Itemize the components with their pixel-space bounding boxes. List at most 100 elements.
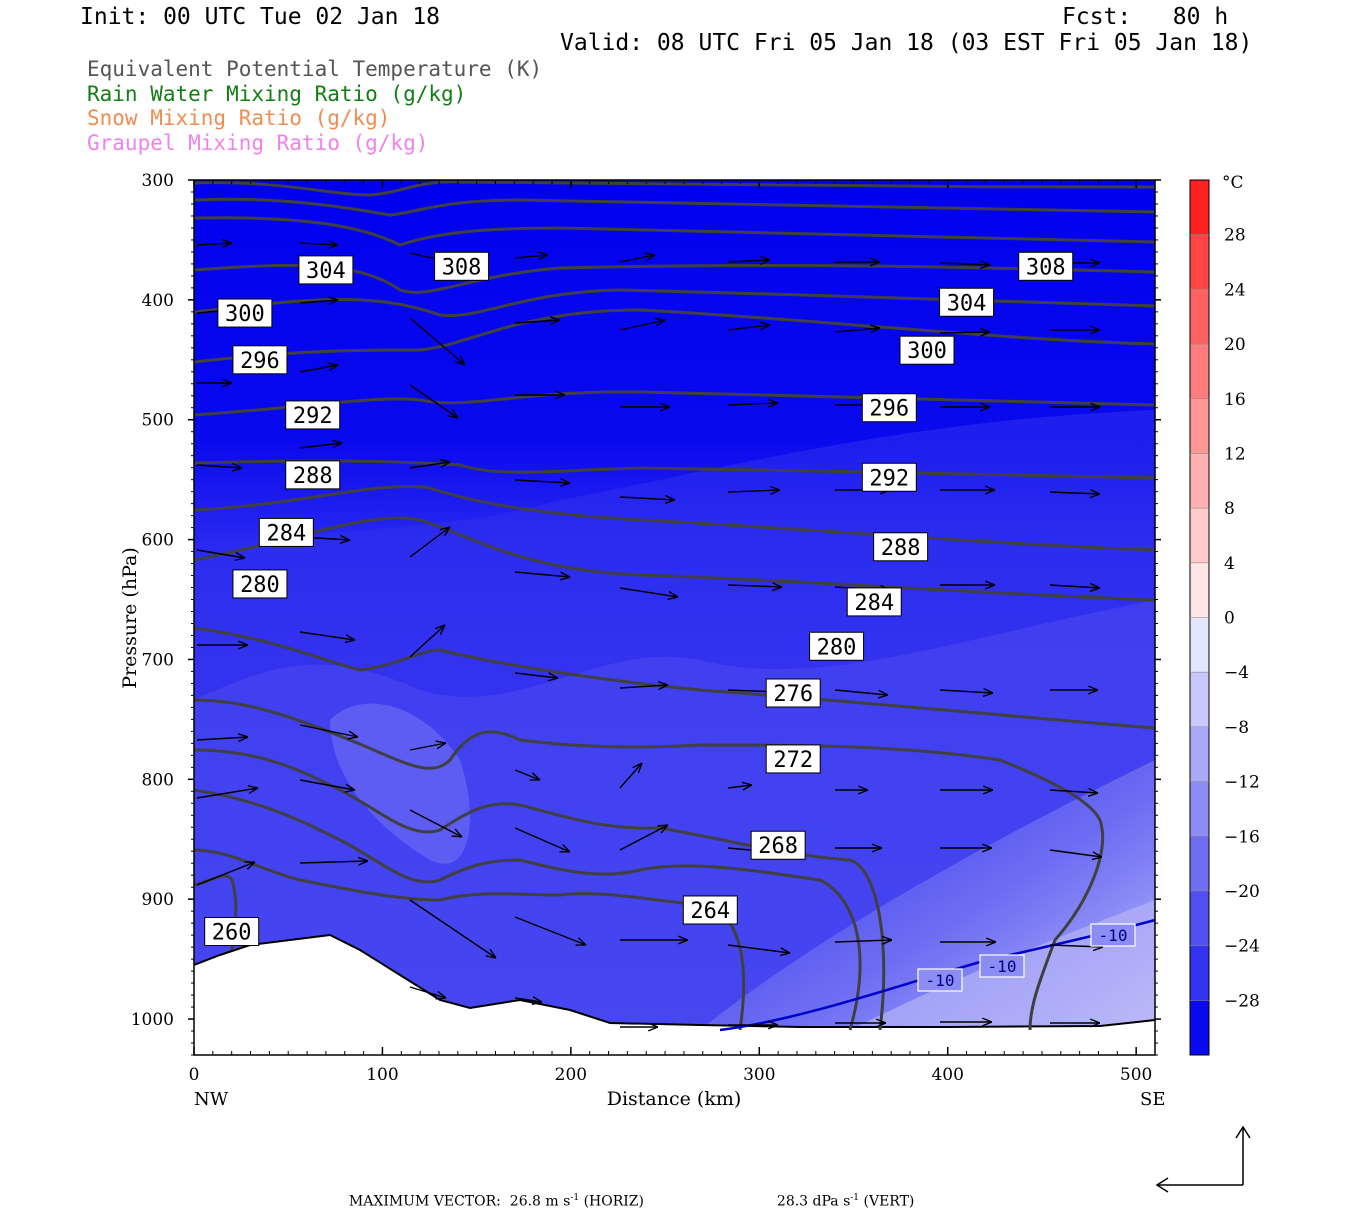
colorbar-label: −28 xyxy=(1224,991,1260,1011)
theta-e-label: 292 xyxy=(869,466,909,491)
y-axis: 300 400 500 600 700 800 900 1000 xyxy=(131,171,1161,1056)
temp-label-box xyxy=(917,968,963,992)
footer-vert-tag: (VERT) xyxy=(863,1193,915,1210)
theta-e-label-box xyxy=(873,532,929,562)
theta-e-label: 296 xyxy=(869,397,909,422)
footer-horiz-tag: (HORIZ) xyxy=(583,1193,644,1210)
theta-e-label: 288 xyxy=(293,464,333,489)
theta-e-label: 288 xyxy=(881,536,921,561)
temp-label-box xyxy=(1090,923,1136,947)
max-vector-vert: 28.3 dPa s-1 (VERT) xyxy=(768,1177,914,1210)
theta-e-label: 292 xyxy=(293,404,333,429)
footer-vert-unit: dPa s xyxy=(812,1193,851,1210)
theta-e-label-box xyxy=(285,400,341,430)
theta-e-label: 280 xyxy=(240,573,280,598)
colorbar-bin xyxy=(1190,180,1209,236)
colorbar-label: 8 xyxy=(1224,499,1235,519)
x-axis-title: Distance (km) xyxy=(607,1088,742,1110)
colorbar-bin xyxy=(1190,617,1209,673)
temperature-fill xyxy=(194,180,1155,1055)
colorbar-bin xyxy=(1190,726,1209,783)
legend-rain: Rain Water Mixing Ratio (g/kg) xyxy=(87,82,467,106)
theta-e-label: 304 xyxy=(947,291,987,316)
colorbar-label: 28 xyxy=(1224,226,1246,246)
colorbar-bin xyxy=(1190,562,1209,618)
colorbar-bin xyxy=(1190,836,1209,892)
temp-label-box xyxy=(979,954,1025,978)
theta-e-label-box xyxy=(861,393,917,423)
colorbar-label: 24 xyxy=(1224,280,1246,300)
y-tick-label: 500 xyxy=(142,411,174,431)
theta-e-label-box xyxy=(809,631,865,661)
theta-e-label: 308 xyxy=(442,255,482,280)
colorbar-label: −8 xyxy=(1224,718,1249,738)
temp-contour-label: -10 xyxy=(926,971,955,990)
temp-contour-labels: -10 -10 -10 xyxy=(917,923,1136,992)
x-right-label: SE xyxy=(1140,1089,1165,1110)
footer-vert-exp: -1 xyxy=(850,1193,860,1203)
theta-e-label: 260 xyxy=(212,921,252,946)
x-tick-label: 200 xyxy=(555,1065,587,1085)
y-axis-title: Pressure (hPa) xyxy=(119,547,141,689)
colorbar-label: −16 xyxy=(1224,827,1260,847)
colorbar-label: −20 xyxy=(1224,882,1260,902)
footer-horiz-value: 26.8 xyxy=(509,1193,541,1210)
theta-e-label-box xyxy=(232,569,288,599)
theta-e-label: 296 xyxy=(240,349,280,374)
theta-e-label: 284 xyxy=(854,591,894,616)
colorbar-label: 4 xyxy=(1224,554,1235,574)
colorbar-bin xyxy=(1190,508,1209,564)
x-tick-label: 400 xyxy=(931,1065,963,1085)
theta-e-label: 308 xyxy=(1026,255,1066,280)
theta-e-label-box xyxy=(765,744,821,774)
theta-e-labels: 304 308 3083043003002962962922922882882842… xyxy=(204,251,1074,947)
theta-e-label-box xyxy=(204,917,260,947)
theta-e-label-box xyxy=(258,517,314,547)
theta-e-label: 304 xyxy=(306,259,346,284)
colorbar-bin xyxy=(1190,289,1209,345)
colorbar-bin xyxy=(1190,453,1209,509)
colorbar-unit: °C xyxy=(1222,173,1244,193)
x-axis: 0 100 200 300 400 500 xyxy=(189,180,1156,1085)
colorbar-bin xyxy=(1190,945,1209,1001)
reference-vector-icon xyxy=(1155,1125,1251,1193)
colorbar-label: −12 xyxy=(1224,773,1260,793)
colorbar-bin xyxy=(1190,890,1209,947)
footer-prefix: MAXIMUM VECTOR: xyxy=(348,1193,501,1210)
theta-e-label-box xyxy=(682,895,738,925)
y-tick-label: 600 xyxy=(142,531,174,551)
legend-theta-e: Equivalent Potential Temperature (K) xyxy=(87,57,543,81)
theta-e-label-box xyxy=(846,587,902,617)
theta-e-label: 284 xyxy=(266,521,306,546)
x-left-label: NW xyxy=(194,1089,229,1110)
theta-e-label: 280 xyxy=(817,635,857,660)
theta-e-label: 300 xyxy=(225,302,265,327)
y-tick-label: 1000 xyxy=(131,1010,174,1030)
colorbar-label: 16 xyxy=(1224,390,1246,410)
theta-e-label-box xyxy=(232,345,288,375)
colorbar-label: 0 xyxy=(1224,609,1235,629)
theta-e-label-box xyxy=(765,678,821,708)
forecast-hour: Fcst: 80 h xyxy=(1062,4,1229,30)
max-vector-footer: MAXIMUM VECTOR: 26.8 m s-1 (HORIZ) xyxy=(340,1177,644,1210)
theta-e-label: 264 xyxy=(690,899,730,924)
colorbar-label: 20 xyxy=(1224,335,1246,355)
colorbar-label: −24 xyxy=(1224,937,1260,957)
init-time: Init: 00 UTC Tue 02 Jan 18 xyxy=(80,4,441,30)
plot-frame xyxy=(193,179,1156,1056)
theta-e-label-box xyxy=(861,462,917,492)
theta-e-label-box xyxy=(939,287,995,317)
theta-e-label: 300 xyxy=(907,339,947,364)
x-tick-label: 500 xyxy=(1120,1065,1152,1085)
colorbar-label: −4 xyxy=(1224,663,1249,683)
footer-vert-value: 28.3 xyxy=(776,1193,809,1210)
temp-contour-label: -10 xyxy=(1099,926,1128,945)
wind-vectors xyxy=(196,243,1103,1027)
footer-horiz-exp: -1 xyxy=(570,1193,580,1203)
colorbar-bin xyxy=(1190,344,1209,400)
temp-contour-label: -10 xyxy=(988,957,1017,976)
theta-e-label: 272 xyxy=(773,748,813,773)
theta-e-label-box xyxy=(1018,251,1074,281)
theta-e-label-box xyxy=(217,298,273,328)
